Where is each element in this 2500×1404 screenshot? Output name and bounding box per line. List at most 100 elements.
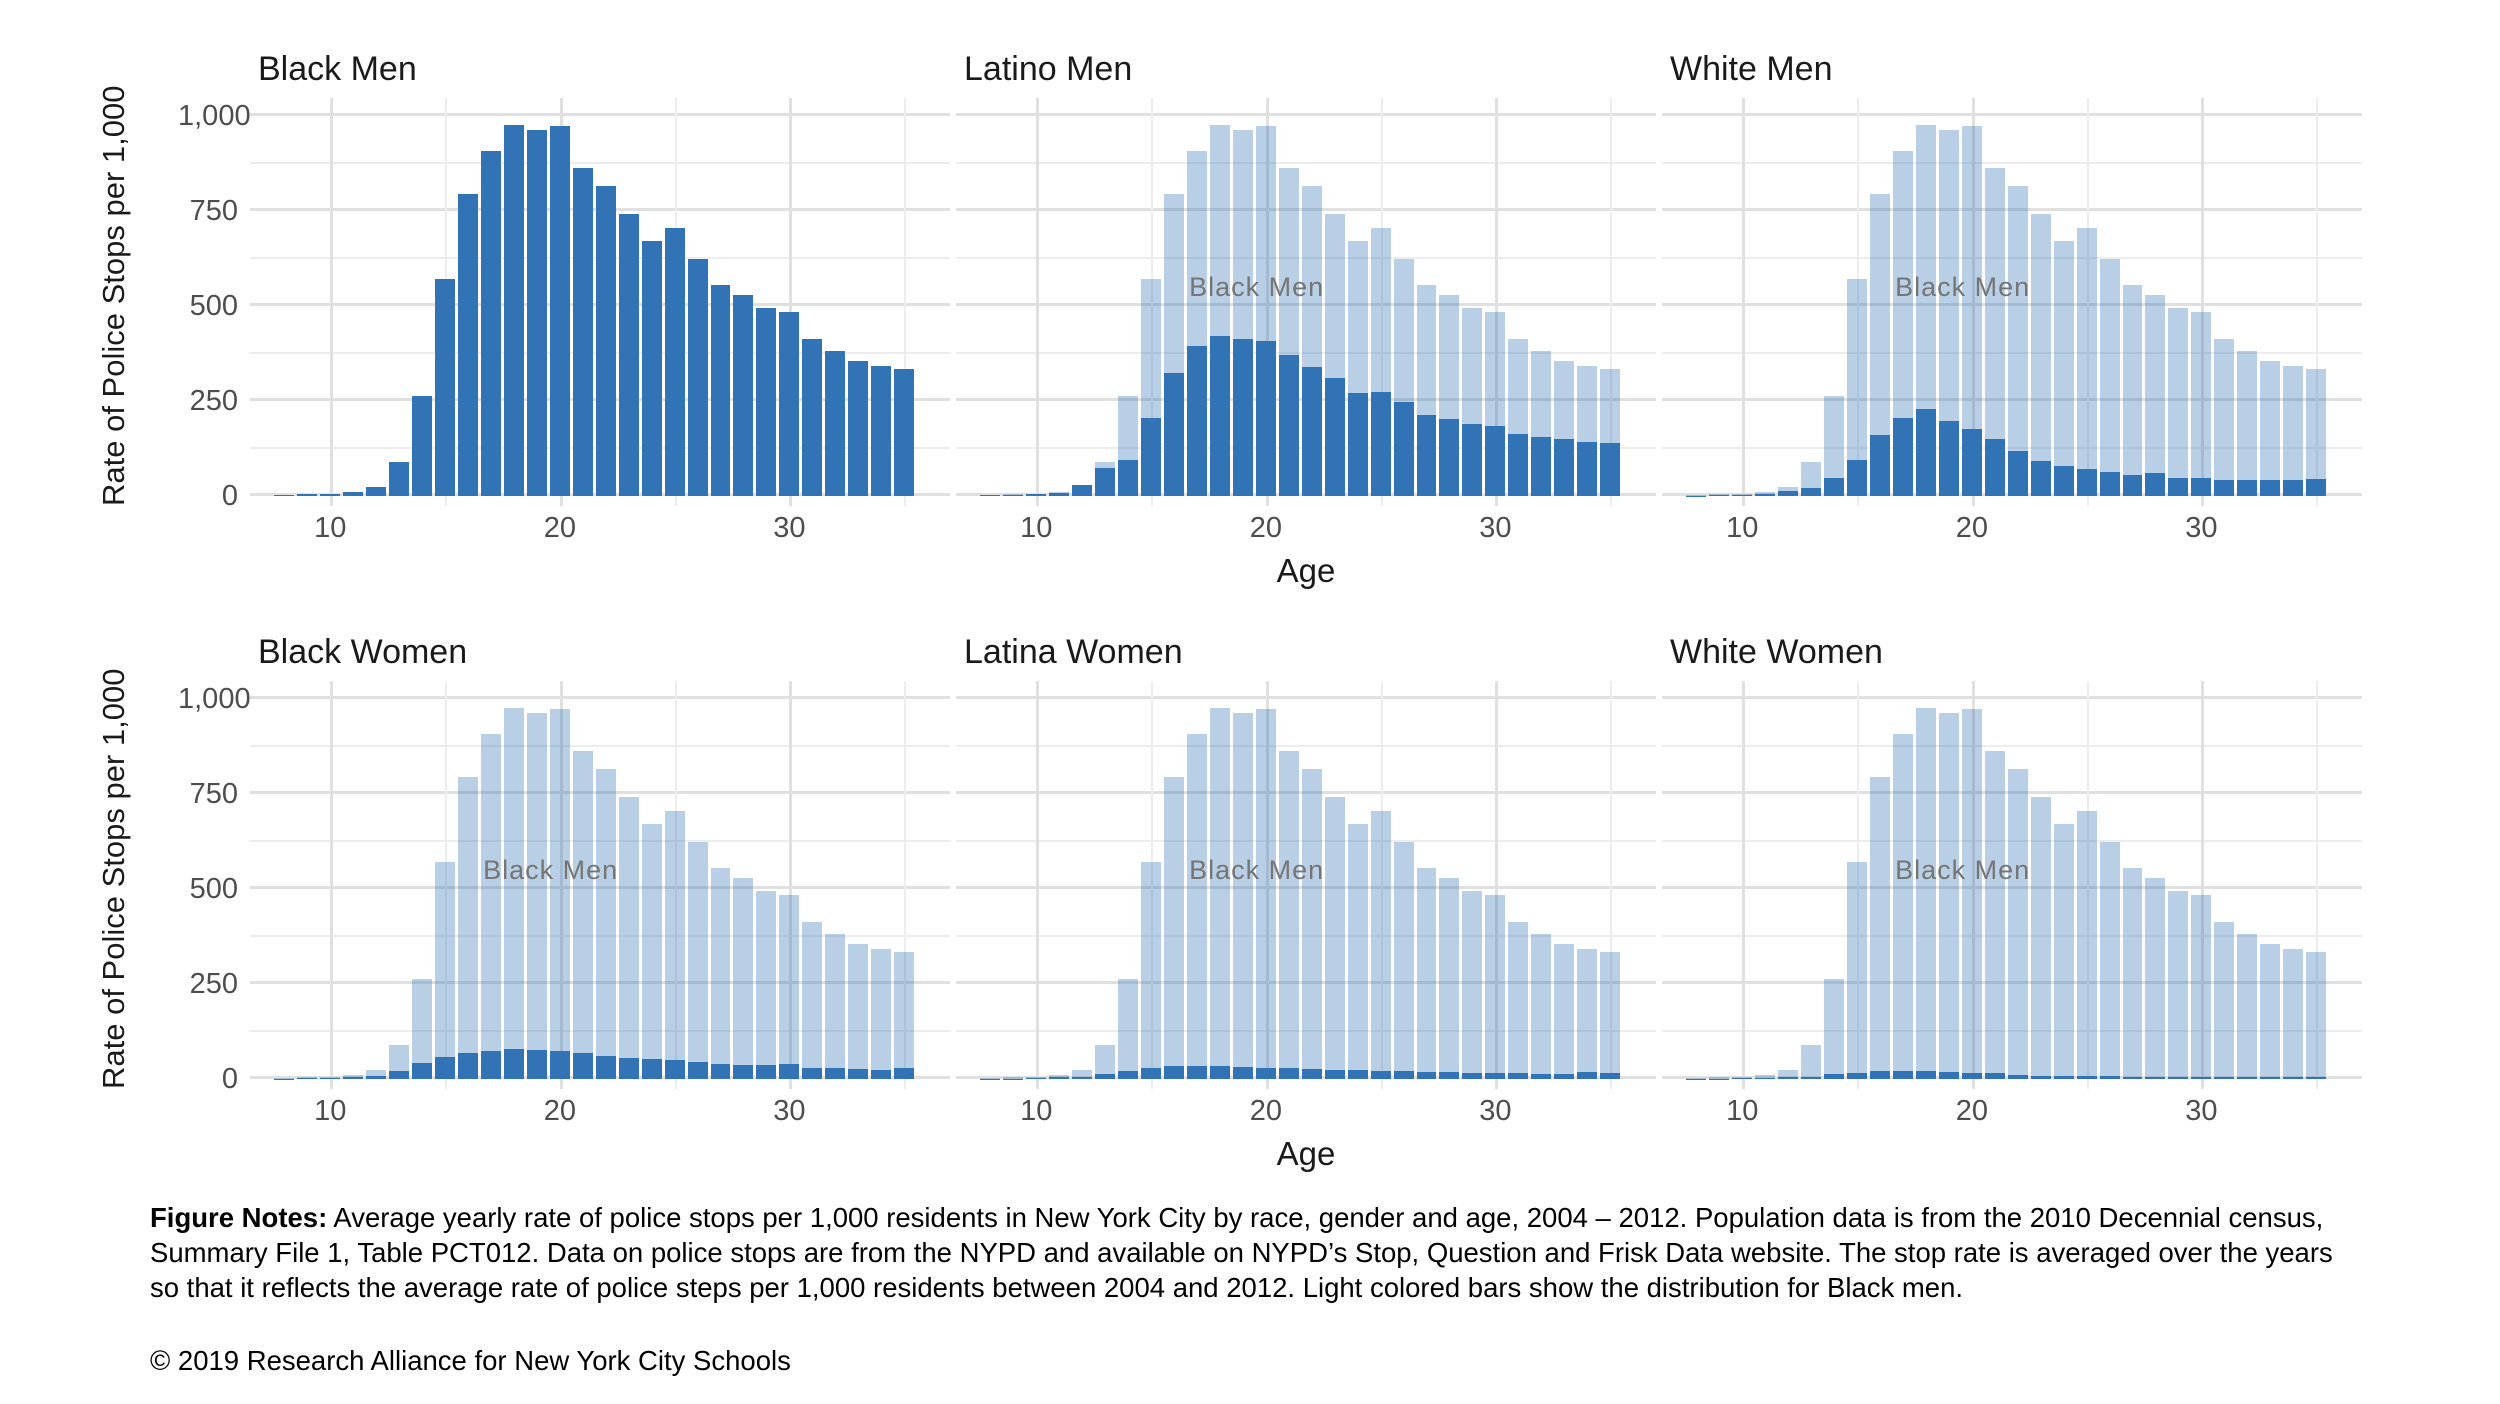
x-tick-label: 30 [1479, 512, 1512, 544]
reference-bar-age-14 [1824, 979, 1845, 1079]
bar-age-15 [1141, 1068, 1162, 1079]
bar-age-21 [1984, 1073, 2005, 1079]
reference-bar-age-26 [2099, 841, 2120, 1079]
bar-age-22 [1301, 1069, 1322, 1079]
bar-age-19 [526, 1050, 547, 1079]
reference-label: Black Men [1895, 854, 2031, 885]
gridline-major-v [1265, 681, 1269, 1089]
bar-age-15 [435, 1056, 456, 1079]
panel-title: Latina Women [964, 633, 1183, 671]
bar-age-28 [1439, 1072, 1460, 1079]
bar-age-14 [1824, 1074, 1845, 1079]
reference-bar-age-35 [1600, 951, 1621, 1079]
reference-bar-age-15 [1847, 862, 1868, 1079]
reference-bar-age-31 [2214, 921, 2235, 1079]
reference-bar-age-34 [871, 949, 892, 1079]
gridline-major-v [1036, 681, 1040, 1089]
bar-age-32 [825, 1068, 846, 1079]
bar-age-10 [1026, 1078, 1047, 1079]
bar-age-14 [1824, 477, 1845, 496]
gridline-major-h [250, 696, 950, 699]
bar-age-18 [503, 125, 524, 496]
reference-bar-age-29 [2168, 308, 2189, 496]
bar-age-15 [1141, 418, 1162, 496]
bar-age-23 [2030, 460, 2051, 496]
bar-age-26 [2099, 472, 2120, 496]
gridline-minor-h [250, 839, 950, 842]
reference-bar-age-25 [1370, 810, 1391, 1079]
bar-age-17 [1893, 418, 1913, 496]
reference-bar-age-26 [687, 841, 708, 1079]
bar-age-10 [320, 1077, 341, 1079]
bar-age-11 [343, 492, 364, 496]
y-tick-label: 250 [189, 385, 238, 417]
x-tick-label: 10 [314, 512, 347, 544]
bar-age-14 [1118, 1070, 1139, 1079]
bar-age-24 [2053, 1075, 2074, 1079]
gridline-major-h [1662, 113, 2362, 116]
bar-age-34 [2283, 1077, 2304, 1079]
bar-age-22 [595, 1056, 616, 1079]
panel-latino-men: Latino Men Black Men 10 20 30 [956, 40, 1656, 560]
bar-age-16 [1870, 1071, 1890, 1079]
x-tick-label: 30 [773, 1095, 806, 1127]
gridline-major-h [1662, 981, 2362, 984]
bar-age-34 [871, 366, 892, 496]
bar-age-20 [1255, 1067, 1276, 1079]
panel-white-women: White Women Black Men 10 20 30 [1662, 623, 2362, 1143]
reference-bar-age-34 [1577, 949, 1598, 1079]
bar-age-26 [687, 1061, 708, 1079]
gridline-major-h [1662, 886, 2362, 889]
bar-age-9 [297, 494, 318, 496]
reference-bar-age-32 [2237, 934, 2258, 1079]
gridline-minor-h [956, 744, 1656, 747]
reference-bar-age-12 [1072, 1069, 1093, 1079]
bar-age-31 [802, 1068, 823, 1079]
reference-bar-age-9 [1003, 1077, 1024, 1079]
bar-age-29 [2168, 1076, 2189, 1079]
reference-bar-age-11 [1755, 492, 1776, 496]
bar-age-25 [1370, 1070, 1391, 1079]
gridline-major-v [1495, 681, 1499, 1089]
reference-bar-age-21 [1984, 168, 2005, 496]
bar-age-11 [1755, 494, 1776, 496]
bar-age-17 [481, 1050, 501, 1079]
reference-bar-age-9 [1709, 1077, 1730, 1079]
reference-bar-age-25 [664, 810, 685, 1079]
bar-age-32 [1531, 1073, 1552, 1079]
reference-bar-age-32 [2237, 351, 2258, 496]
reference-bar-age-29 [756, 891, 777, 1079]
reference-bar-age-33 [2260, 944, 2281, 1079]
bar-age-25 [664, 227, 685, 496]
reference-bar-age-20 [1255, 708, 1276, 1079]
reference-bar-age-18 [1209, 708, 1230, 1079]
gridline-major-h [1662, 303, 2362, 306]
gridline-minor-v [445, 681, 448, 1089]
bar-age-10 [1026, 494, 1047, 496]
bar-age-29 [756, 308, 777, 496]
reference-bar-age-23 [2030, 797, 2051, 1079]
bar-age-23 [618, 1058, 639, 1079]
bar-age-22 [2007, 1075, 2028, 1079]
bar-age-16 [1870, 435, 1890, 496]
bar-age-15 [1847, 1072, 1868, 1079]
gridline-minor-h [1662, 351, 2362, 354]
bar-age-18 [1209, 1065, 1230, 1079]
y-tick-label: 500 [189, 873, 238, 905]
reference-bar-age-13 [1095, 1044, 1116, 1079]
reference-bar-age-19 [1232, 712, 1253, 1079]
reference-bar-age-11 [1755, 1075, 1776, 1079]
gridline-minor-h [250, 1029, 950, 1032]
gridline-minor-h [1662, 256, 2362, 259]
bar-age-30 [779, 1063, 800, 1079]
gridline-minor-v [1151, 681, 1154, 1089]
bar-age-18 [503, 1048, 524, 1079]
bar-age-12 [1778, 1077, 1799, 1079]
gridline-minor-v [1857, 98, 1860, 506]
gridline-minor-v [2316, 98, 2319, 506]
reference-bar-age-8 [274, 1077, 295, 1079]
bar-age-13 [1801, 488, 1822, 496]
gridline-minor-v [1610, 98, 1613, 506]
reference-bar-age-20 [1961, 125, 1982, 496]
reference-bar-age-32 [1531, 934, 1552, 1079]
